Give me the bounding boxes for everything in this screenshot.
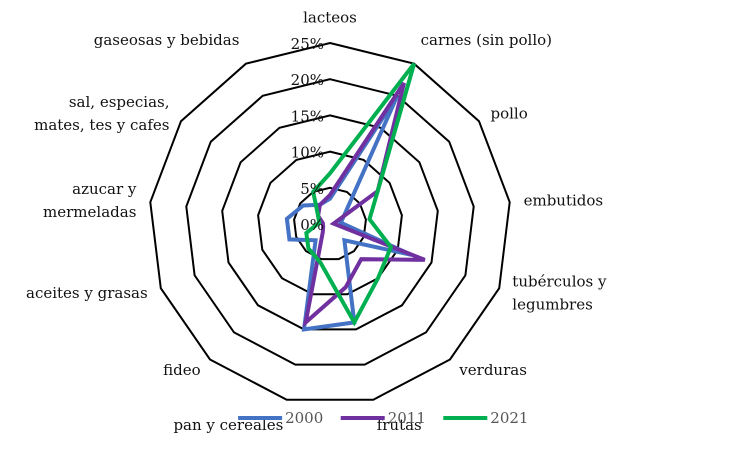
category-label-text: sal, especias, xyxy=(69,93,170,111)
category-label-7: frutas xyxy=(377,416,422,434)
category-label-text: verduras xyxy=(458,361,527,379)
category-label-2: carnes (sin pollo) xyxy=(421,31,552,49)
category-label-text: mates, tes y cafes xyxy=(34,116,169,134)
category-label-6: verduras xyxy=(458,361,527,379)
radial-tick-label: 20% xyxy=(291,71,324,89)
category-label-1: lacteos xyxy=(303,9,357,27)
grid-ring-15pct xyxy=(221,114,439,331)
category-label-text: pollo xyxy=(491,104,528,122)
category-label-10: aceites y grasas xyxy=(26,284,148,302)
legend-label: 2011 xyxy=(388,409,426,427)
legend-item-2000: 2000 xyxy=(238,409,323,427)
category-label-text: lacteos xyxy=(303,9,357,27)
radial-tick-label: 10% xyxy=(291,144,324,162)
radial-tick-label: 5% xyxy=(300,180,324,198)
category-label-12: sal, especias, mates, tes y cafes xyxy=(34,93,169,134)
grid-ring-20pct xyxy=(185,78,475,366)
category-label-9: fideo xyxy=(163,361,201,379)
radial-tick-label: 25% xyxy=(291,35,324,53)
category-label-text: tubérculos y xyxy=(512,273,607,291)
category-label-text: aceites y grasas xyxy=(26,284,148,302)
grid-ring-5pct xyxy=(293,186,367,261)
legend-label: 2000 xyxy=(285,409,323,427)
category-label-text: gaseosas y bebidas xyxy=(94,31,240,49)
legend-item-2021: 2021 xyxy=(443,409,528,427)
grid-ring-10pct xyxy=(257,150,403,296)
category-label-text: legumbres xyxy=(512,296,593,314)
category-label-11: azucar y mermeladas xyxy=(43,180,137,221)
category-label-3: pollo xyxy=(491,104,528,122)
series-line-2021 xyxy=(304,62,417,327)
category-label-text: carnes (sin pollo) xyxy=(421,31,552,49)
radial-tick-label: 15% xyxy=(291,107,324,125)
category-label-text: fideo xyxy=(163,361,201,379)
category-label-4: embutidos xyxy=(524,192,604,210)
category-label-text: azucar y xyxy=(72,180,137,198)
legend-label: 2021 xyxy=(490,409,528,427)
category-label-text: pan y cereales xyxy=(173,416,283,434)
category-label-text: embutidos xyxy=(524,192,604,210)
category-label-text: mermeladas xyxy=(43,203,136,221)
category-label-13: gaseosas y bebidas xyxy=(94,31,240,49)
legend: 2000 2011 2021 xyxy=(238,409,528,427)
series-layer xyxy=(284,62,426,332)
category-label-5: tubérculos y legumbres xyxy=(512,273,607,314)
radial-tick-labels: 0% 5% 10% 15% 20% 25% xyxy=(291,35,324,234)
radar-grid xyxy=(149,41,511,401)
category-labels: lacteos carnes (sin pollo) pollo embutidos t… xyxy=(26,9,607,434)
grid-ring-25pct xyxy=(149,41,511,401)
radial-tick-label: 0% xyxy=(300,216,324,234)
category-label-text: frutas xyxy=(377,416,422,434)
category-label-8: pan y cereales xyxy=(173,416,283,434)
legend-item-2011: 2011 xyxy=(340,409,426,427)
